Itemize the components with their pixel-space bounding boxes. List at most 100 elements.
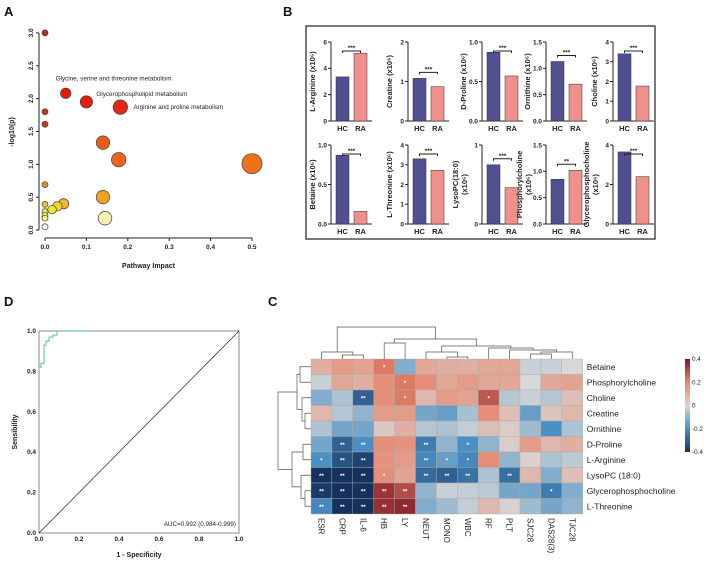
bar-hc[interactable] (550, 178, 565, 225)
heatmap-cell[interactable] (331, 405, 353, 422)
heatmap-cell[interactable] (457, 389, 479, 406)
heatmap-cell[interactable] (436, 482, 458, 499)
heatmap-cell[interactable] (415, 374, 437, 391)
bar-ra[interactable] (504, 187, 519, 225)
heatmap-cell[interactable] (498, 436, 521, 453)
heatmap-cell[interactable] (310, 436, 333, 453)
heatmap-cell[interactable] (373, 451, 395, 468)
heatmap-cell[interactable] (540, 420, 563, 437)
pathway-point[interactable] (41, 120, 49, 128)
heatmap-cell[interactable] (519, 467, 542, 484)
heatmap-cell[interactable] (540, 358, 563, 375)
heatmap-cell[interactable] (415, 498, 437, 515)
heatmap-cell[interactable] (331, 358, 353, 375)
heatmap-cell[interactable] (519, 420, 542, 437)
heatmap-cell[interactable] (519, 358, 542, 375)
heatmap-cell[interactable] (457, 358, 479, 375)
heatmap-cell[interactable] (352, 358, 374, 375)
heatmap-cell[interactable] (310, 358, 333, 375)
bar-hc[interactable] (486, 164, 501, 225)
heatmap-cell[interactable] (498, 451, 521, 468)
bar-hc[interactable] (486, 52, 501, 122)
heatmap-cell[interactable] (394, 420, 416, 437)
heatmap-cell[interactable] (519, 374, 542, 391)
heatmap-cell[interactable] (498, 482, 521, 499)
heatmap-cell[interactable] (415, 420, 437, 437)
heatmap-cell[interactable] (352, 420, 374, 437)
bar-ra[interactable] (430, 86, 445, 122)
bar-ra[interactable] (353, 211, 368, 225)
heatmap-cell[interactable] (352, 405, 374, 422)
heatmap-cell[interactable] (498, 405, 521, 422)
heatmap-cell[interactable] (415, 405, 437, 422)
heatmap-cell[interactable] (457, 374, 479, 391)
heatmap-cell[interactable] (436, 405, 458, 422)
heatmap-cell[interactable] (561, 405, 583, 422)
heatmap-cell[interactable] (457, 482, 479, 499)
heatmap-cell[interactable] (436, 358, 458, 375)
heatmap-cell[interactable] (436, 389, 458, 406)
pathway-point[interactable] (79, 95, 93, 109)
heatmap-cell[interactable] (519, 498, 542, 515)
heatmap-cell[interactable] (331, 420, 353, 437)
heatmap-cell[interactable] (519, 389, 542, 406)
heatmap-cell[interactable] (540, 498, 563, 515)
heatmap-cell[interactable] (478, 451, 500, 468)
heatmap-cell[interactable] (519, 451, 542, 468)
heatmap-cell[interactable] (436, 498, 458, 515)
bar-ra[interactable] (353, 52, 368, 122)
bar-ra[interactable] (568, 83, 583, 122)
heatmap-cell[interactable] (394, 358, 416, 375)
heatmap-cell[interactable] (457, 405, 479, 422)
pathway-point[interactable] (41, 181, 49, 189)
heatmap-cell[interactable] (561, 420, 583, 437)
pathway-point[interactable] (41, 223, 49, 231)
heatmap-cell[interactable] (415, 358, 437, 375)
heatmap-cell[interactable] (331, 389, 353, 406)
heatmap-cell[interactable] (498, 498, 521, 515)
heatmap-cell[interactable] (373, 436, 395, 453)
pathway-point[interactable] (60, 87, 72, 99)
pathway-point[interactable] (41, 214, 49, 222)
heatmap-cell[interactable] (436, 420, 458, 437)
heatmap-cell[interactable] (561, 389, 583, 406)
pathway-point[interactable] (41, 201, 49, 208)
pathway-point[interactable] (41, 29, 49, 37)
heatmap-cell[interactable] (519, 436, 542, 453)
heatmap-cell[interactable] (540, 389, 563, 406)
heatmap-cell[interactable] (415, 389, 437, 406)
heatmap-cell[interactable] (498, 358, 521, 375)
heatmap-cell[interactable] (561, 482, 583, 499)
heatmap-cell[interactable] (540, 374, 563, 391)
bar-ra[interactable] (568, 170, 583, 225)
heatmap-cell[interactable] (373, 405, 395, 422)
heatmap-cell[interactable] (457, 498, 479, 515)
bar-ra[interactable] (635, 176, 650, 225)
heatmap-cell[interactable] (373, 374, 395, 391)
heatmap-cell[interactable] (394, 467, 416, 484)
heatmap-cell[interactable] (561, 436, 583, 453)
pathway-point[interactable] (111, 152, 127, 168)
heatmap-cell[interactable] (561, 451, 583, 468)
bar-hc[interactable] (617, 53, 632, 122)
heatmap-cell[interactable] (478, 498, 500, 515)
bar-hc[interactable] (412, 158, 427, 225)
heatmap-cell[interactable] (540, 467, 563, 484)
heatmap-cell[interactable] (498, 420, 521, 437)
heatmap-cell[interactable] (519, 482, 542, 499)
bar-hc[interactable] (617, 151, 632, 225)
heatmap-cell[interactable] (498, 374, 521, 391)
pathway-point[interactable] (95, 190, 111, 205)
pathway-point[interactable] (41, 108, 49, 116)
heatmap-cell[interactable] (478, 420, 500, 437)
heatmap-cell[interactable] (478, 436, 500, 453)
heatmap-cell[interactable] (373, 420, 395, 437)
bar-ra[interactable] (635, 85, 650, 122)
heatmap-cell[interactable] (436, 374, 458, 391)
pathway-point[interactable] (95, 135, 111, 150)
heatmap-cell[interactable] (498, 389, 521, 406)
pathway-point[interactable] (97, 211, 113, 226)
bar-hc[interactable] (335, 155, 350, 225)
pathway-point[interactable] (241, 153, 263, 175)
heatmap-cell[interactable] (561, 374, 583, 391)
